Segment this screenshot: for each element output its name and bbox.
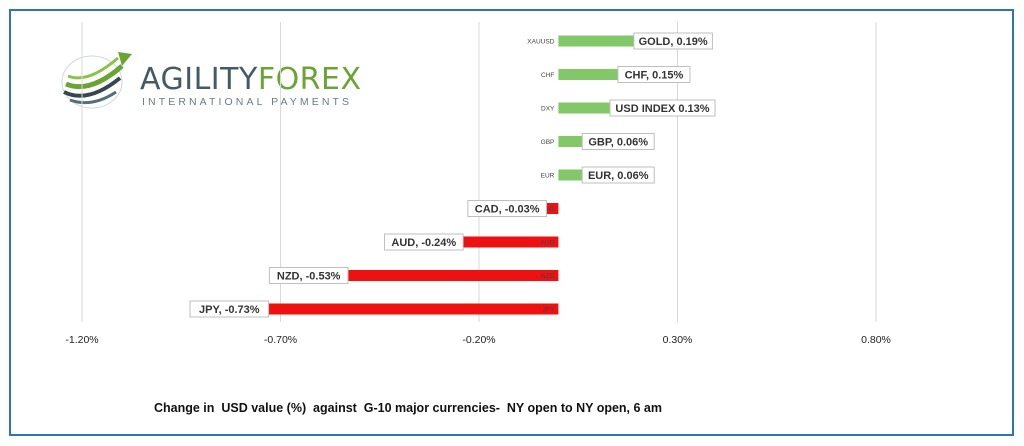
logo-tagline: INTERNATIONAL PAYMENTS xyxy=(142,96,353,108)
category-label: NZD xyxy=(541,273,555,280)
x-tick-label: -0.70% xyxy=(264,334,297,346)
category-label: GBP xyxy=(541,139,555,146)
bar-dxy xyxy=(558,102,611,114)
bar-chf xyxy=(558,69,618,80)
chart-caption: Change in USD value (%) against G-10 maj… xyxy=(154,401,662,415)
data-label-text: USD INDEX 0.13% xyxy=(615,103,709,115)
data-label-text: AUD, -0.24% xyxy=(391,237,456,249)
data-label-text: EUR, 0.06% xyxy=(588,170,649,182)
data-label-text: JPY, -0.73% xyxy=(199,304,260,316)
data-label: JPY, -0.73% xyxy=(189,300,270,318)
bar-cad xyxy=(546,203,559,214)
x-tick-label: 0.80% xyxy=(861,334,891,346)
data-label: GOLD, 0.19% xyxy=(633,32,713,50)
chart-frame xyxy=(9,9,1014,436)
data-label-box xyxy=(467,200,547,217)
data-label: CHF, 0.15% xyxy=(617,66,691,83)
category-label: XAUUSD xyxy=(527,39,554,46)
x-tick-label: -0.20% xyxy=(462,334,495,346)
swoosh-logo-icon xyxy=(61,52,132,109)
x-tick-label: 0.30% xyxy=(663,334,693,346)
data-label-box xyxy=(268,267,349,284)
category-label: JPY xyxy=(542,307,555,314)
data-label-box xyxy=(617,66,691,83)
category-label: EUR xyxy=(541,173,555,180)
data-label-box xyxy=(609,99,716,117)
data-label-box xyxy=(384,233,464,251)
bar-xauusd xyxy=(558,35,634,47)
data-label-text: NZD, -0.53% xyxy=(277,271,341,283)
data-label: AUD, -0.24% xyxy=(384,233,464,251)
category-label: DXY xyxy=(541,106,555,113)
agility-forex-logo: AGILITYFOREX INTERNATIONAL PAYMENTS xyxy=(58,48,361,112)
data-label-box xyxy=(581,133,655,150)
bar-gbp xyxy=(558,136,583,147)
category-label: AUD xyxy=(541,240,555,247)
data-label: GBP, 0.06% xyxy=(581,133,655,150)
bar-jpy xyxy=(268,303,559,315)
data-label-text: CHF, 0.15% xyxy=(625,70,684,82)
data-label: CAD, -0.03% xyxy=(467,200,547,217)
data-label-text: GOLD, 0.19% xyxy=(639,36,708,48)
x-tick-label: -1.20% xyxy=(65,334,98,346)
data-label-text: CAD, -0.03% xyxy=(475,204,540,216)
data-label: EUR, 0.06% xyxy=(581,166,655,184)
category-label: CHF xyxy=(541,72,554,79)
data-label-box xyxy=(189,300,270,318)
bar-aud xyxy=(463,236,559,248)
data-label: NZD, -0.53% xyxy=(268,267,349,284)
data-label-text: GBP, 0.06% xyxy=(588,137,648,149)
data-label-box xyxy=(633,32,713,50)
bar-nzd xyxy=(347,270,559,281)
category-label: CAD xyxy=(541,206,555,213)
logo-wordmark: AGILITYFOREX xyxy=(140,62,362,97)
data-label-box xyxy=(581,166,655,184)
data-label: USD INDEX 0.13% xyxy=(609,99,716,117)
bar-eur xyxy=(558,169,583,181)
